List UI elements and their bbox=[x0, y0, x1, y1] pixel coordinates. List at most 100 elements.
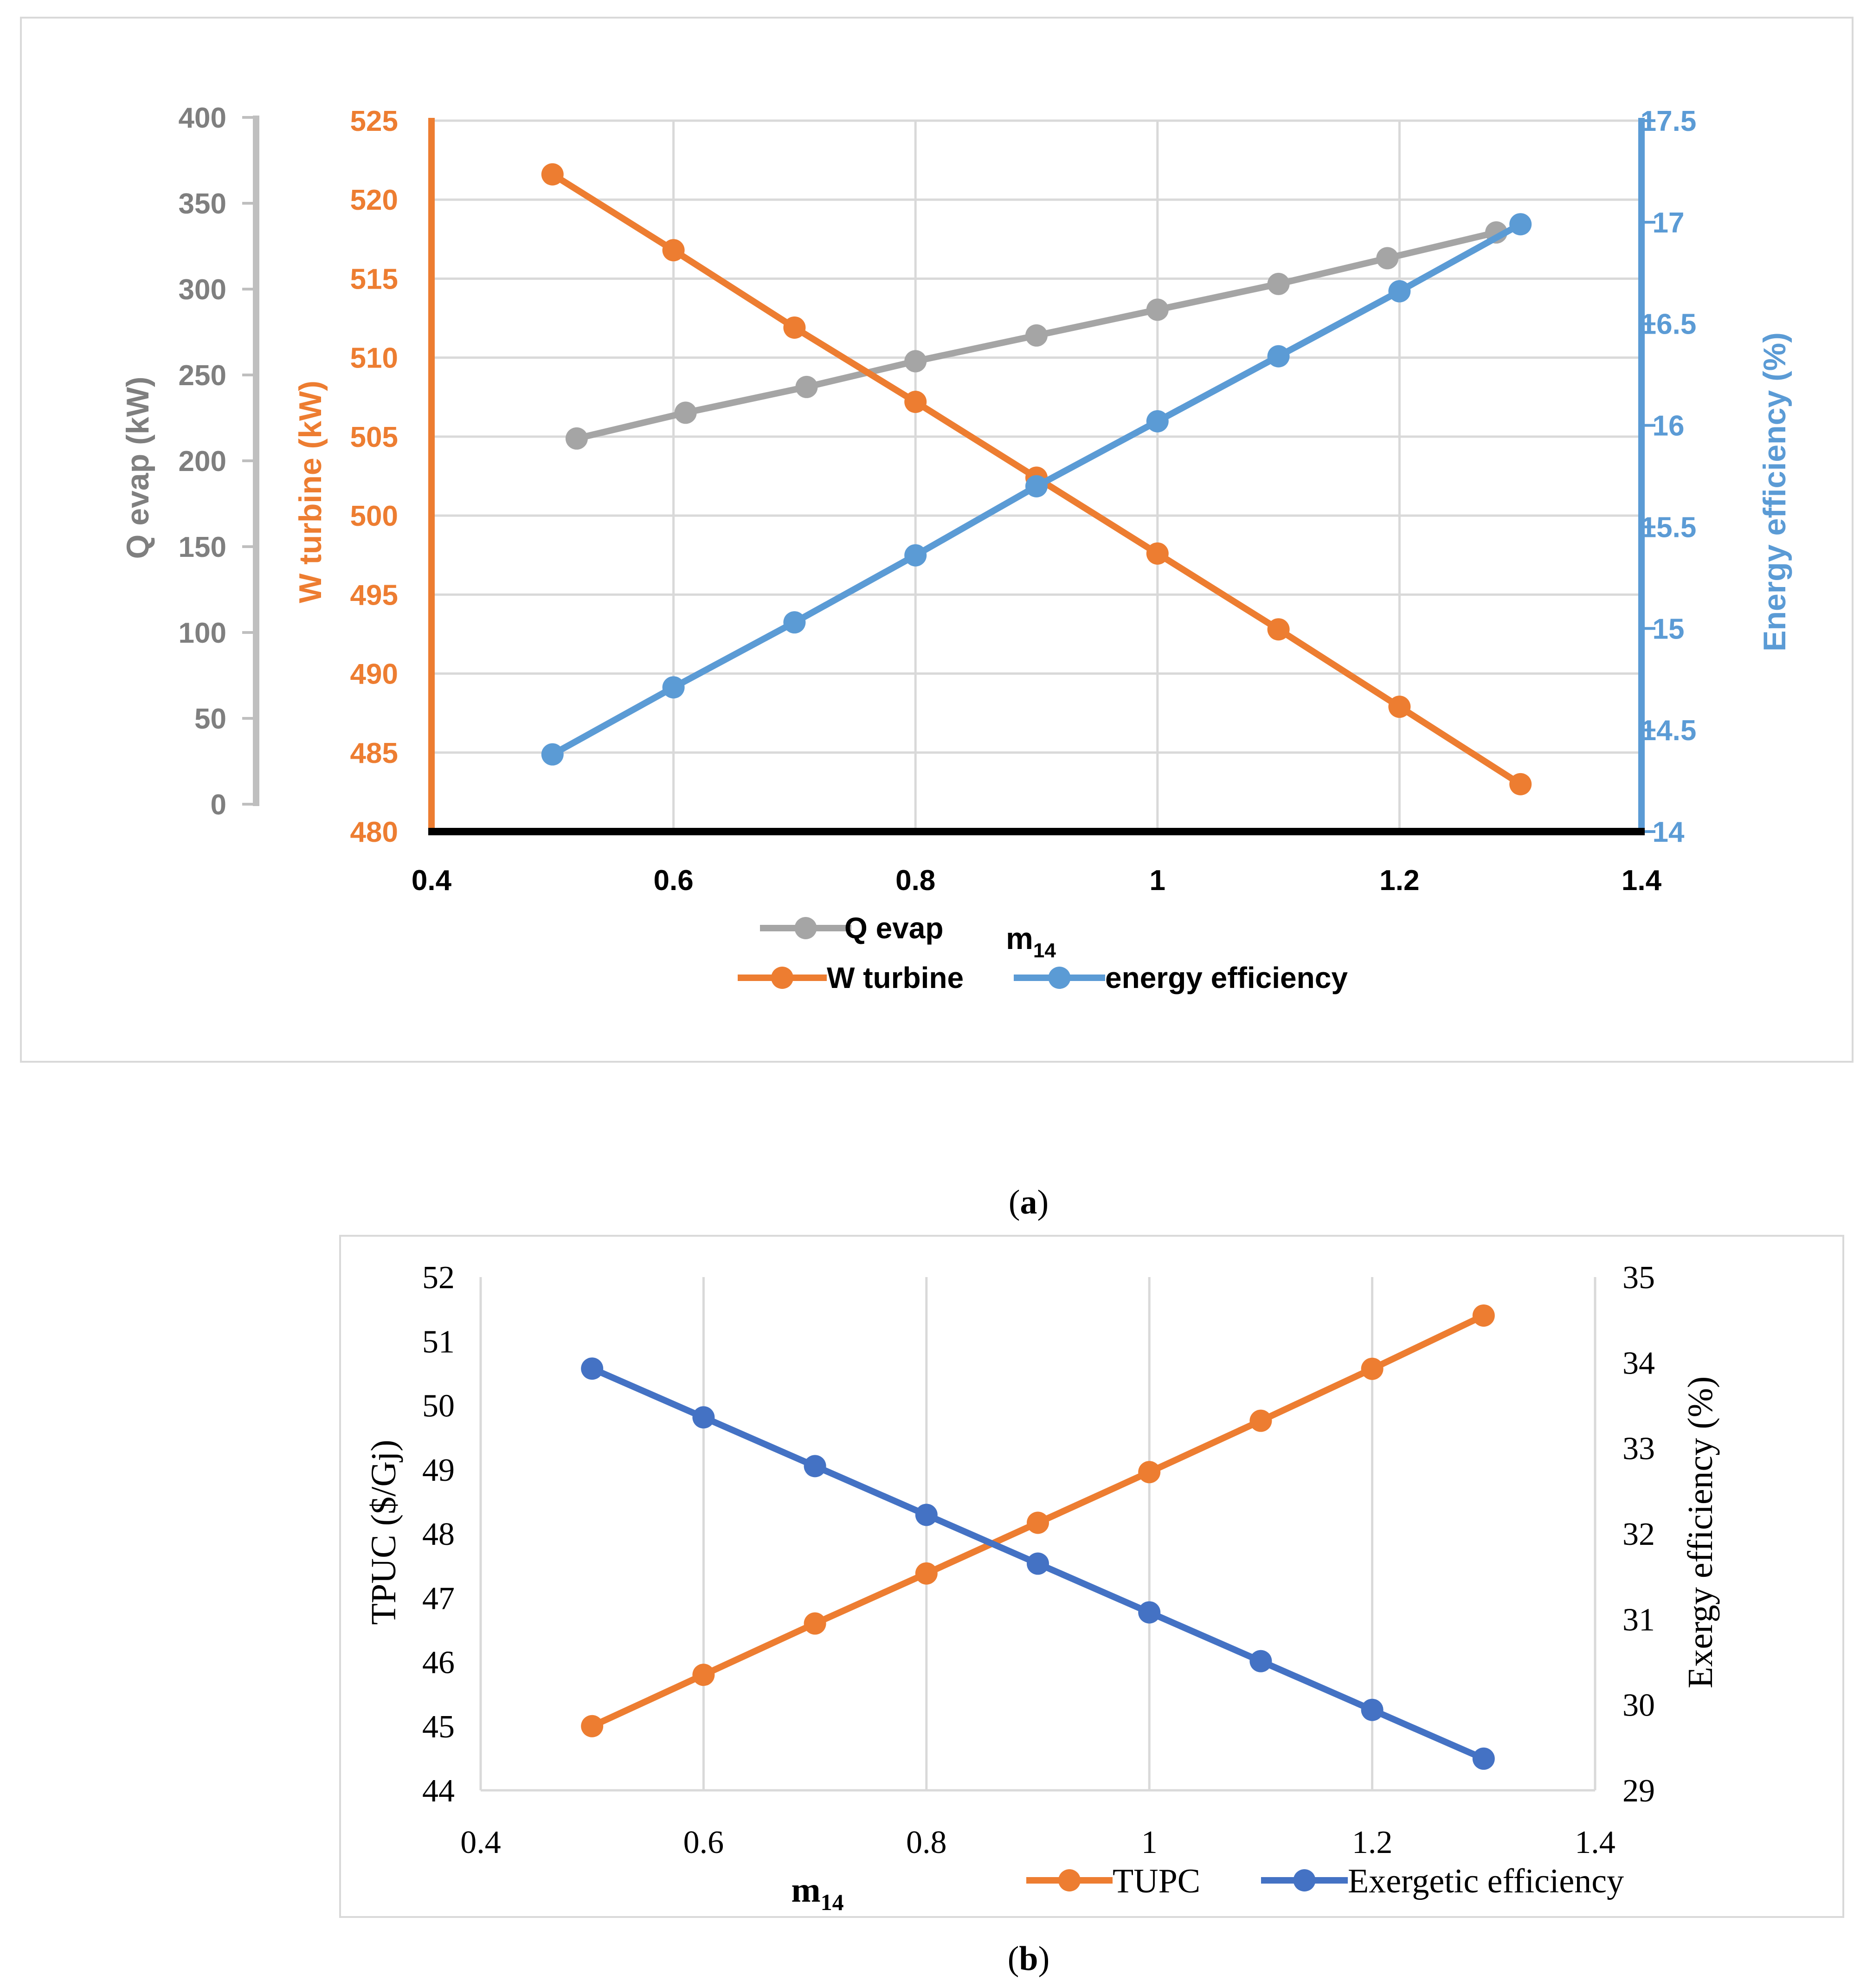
x-tick-label: 0.4 bbox=[412, 865, 452, 897]
data-point-tupc bbox=[1027, 1511, 1049, 1534]
caption-a-letter: a bbox=[1020, 1183, 1037, 1221]
x-tick-label: 1 bbox=[1141, 1825, 1158, 1860]
x-tick-label: 1 bbox=[1150, 865, 1165, 897]
tpuc-tick-label: 44 bbox=[422, 1773, 455, 1809]
tpuc-tick-label: 51 bbox=[422, 1324, 455, 1360]
data-point-exergetic-efficiency bbox=[915, 1504, 938, 1526]
exergy-tick-label: 30 bbox=[1622, 1688, 1655, 1723]
data-point-exergetic-efficiency bbox=[581, 1357, 604, 1380]
w-turbine-tick-label: 480 bbox=[350, 816, 398, 848]
x-axis-title-main: m bbox=[791, 1871, 820, 1910]
data-point-q-evap bbox=[674, 401, 697, 424]
data-point-q-evap bbox=[1025, 324, 1048, 347]
w-turbine-tick-label: 485 bbox=[350, 737, 398, 769]
x-axis-title-sub: 14 bbox=[821, 1889, 844, 1915]
x-tick-label: 1.2 bbox=[1379, 865, 1419, 897]
legend-label-exergetic-efficiency: Exergetic efficiency bbox=[1348, 1862, 1624, 1900]
data-point-tupc bbox=[915, 1562, 938, 1585]
caption-b: (b) bbox=[1008, 1940, 1049, 1978]
x-tick-label: 0.4 bbox=[460, 1825, 501, 1860]
chart-a: 0 50 100 150 200 250 300 350 400 Q evap (kW) 480 48… bbox=[120, 102, 1792, 994]
data-point-q-evap bbox=[1146, 298, 1169, 321]
data-point-q-evap bbox=[795, 375, 818, 398]
w-turbine-axis-title: W turbine (kW) bbox=[293, 381, 328, 603]
data-point-energy-efficiency bbox=[904, 544, 927, 567]
data-point-tupc bbox=[804, 1612, 826, 1635]
energy-efficiency-tick-label: 15.5 bbox=[1641, 511, 1697, 543]
energy-efficiency-tick-label: 16 bbox=[1653, 410, 1685, 442]
caption-b-close: ) bbox=[1038, 1940, 1050, 1978]
x-tick-label: 1.4 bbox=[1575, 1825, 1616, 1860]
data-point-q-evap bbox=[904, 350, 927, 373]
x-tick-label: 1.4 bbox=[1622, 865, 1662, 897]
x-axis-title: m14 bbox=[1006, 921, 1056, 962]
x-tick-label: 0.6 bbox=[653, 865, 693, 897]
data-point-tupc bbox=[692, 1664, 715, 1686]
q-evap-tick-label: 0 bbox=[211, 789, 226, 821]
data-point-tupc bbox=[1472, 1304, 1495, 1327]
tpuc-tick-label: 50 bbox=[422, 1388, 455, 1424]
tpuc-axis-title: TPUC ($/Gj) bbox=[364, 1440, 403, 1625]
w-turbine-tick-label: 500 bbox=[350, 500, 398, 532]
energy-efficiency-axis-title: Energy efficiency (%) bbox=[1757, 332, 1792, 652]
data-point-tupc bbox=[581, 1715, 604, 1737]
tpuc-tick-label: 46 bbox=[422, 1645, 455, 1681]
data-point-exergetic-efficiency bbox=[1472, 1747, 1495, 1770]
exergy-axis-title: Exergy efficiency (%) bbox=[1681, 1376, 1720, 1688]
legend-marker-exergetic-efficiency bbox=[1293, 1869, 1316, 1891]
data-point-w-turbine bbox=[1267, 618, 1290, 641]
data-point-w-turbine bbox=[662, 239, 685, 262]
data-point-exergetic-efficiency bbox=[692, 1406, 715, 1429]
data-point-energy-efficiency bbox=[662, 676, 685, 699]
energy-efficiency-tick-label: 17.5 bbox=[1641, 105, 1697, 137]
caption-a-close: ) bbox=[1037, 1183, 1049, 1221]
w-turbine-tick-label: 490 bbox=[350, 658, 398, 691]
w-turbine-tick-label: 525 bbox=[350, 105, 398, 137]
exergy-tick-label: 32 bbox=[1622, 1517, 1655, 1552]
x-axis-title-main: m bbox=[1006, 921, 1033, 955]
data-point-w-turbine bbox=[1509, 773, 1532, 795]
data-point-energy-efficiency bbox=[783, 611, 806, 634]
data-point-exergetic-efficiency bbox=[1027, 1552, 1049, 1575]
chart-b-frame bbox=[339, 1235, 1844, 1918]
q-evap-axis-title: Q evap (kW) bbox=[120, 377, 155, 559]
tpuc-tick-label: 49 bbox=[422, 1452, 455, 1488]
tpuc-tick-label: 47 bbox=[422, 1581, 455, 1616]
data-point-w-turbine bbox=[783, 316, 806, 339]
x-axis-title-sub: 14 bbox=[1033, 939, 1056, 962]
data-point-energy-efficiency bbox=[541, 743, 564, 766]
tpuc-tick-label: 45 bbox=[422, 1709, 455, 1745]
data-point-w-turbine bbox=[1388, 696, 1411, 718]
data-point-q-evap bbox=[565, 427, 588, 450]
exergy-tick-label: 34 bbox=[1622, 1345, 1655, 1381]
q-evap-tick-label: 400 bbox=[179, 102, 226, 134]
data-point-tupc bbox=[1361, 1357, 1384, 1380]
legend-marker-w-turbine bbox=[771, 967, 793, 989]
data-point-q-evap bbox=[1376, 247, 1399, 270]
legend-label-w-turbine: W turbine bbox=[827, 961, 964, 994]
data-point-w-turbine bbox=[1146, 542, 1169, 565]
caption-b-open: ( bbox=[1008, 1940, 1019, 1978]
tpuc-tick-label: 48 bbox=[422, 1517, 455, 1552]
caption-b-letter: b bbox=[1019, 1940, 1038, 1978]
x-tick-label: 1.2 bbox=[1352, 1825, 1393, 1860]
energy-efficiency-tick-label: 14.5 bbox=[1641, 715, 1697, 747]
data-point-energy-efficiency bbox=[1146, 410, 1169, 432]
data-point-energy-efficiency bbox=[1267, 345, 1290, 368]
legend-marker-q-evap bbox=[794, 917, 817, 939]
q-evap-tick-label: 300 bbox=[179, 274, 226, 306]
data-point-energy-efficiency bbox=[1388, 280, 1411, 303]
data-point-exergetic-efficiency bbox=[1138, 1601, 1161, 1624]
chart-b: 44 45 46 47 48 49 50 51 52 TPUC ($/Gj) 29 30 31 32 33 3… bbox=[364, 1260, 1720, 1915]
data-point-energy-efficiency bbox=[1509, 213, 1532, 236]
w-turbine-tick-label: 520 bbox=[350, 184, 398, 216]
q-evap-tick-label: 200 bbox=[179, 445, 226, 478]
q-evap-tick-label: 350 bbox=[179, 188, 226, 220]
q-evap-tick-label: 150 bbox=[179, 531, 226, 563]
data-point-tupc bbox=[1138, 1461, 1161, 1484]
x-tick-label: 0.8 bbox=[895, 865, 935, 897]
data-point-tupc bbox=[1249, 1409, 1272, 1432]
exergy-tick-label: 29 bbox=[1622, 1773, 1655, 1809]
exergy-tick-label: 33 bbox=[1622, 1431, 1655, 1467]
